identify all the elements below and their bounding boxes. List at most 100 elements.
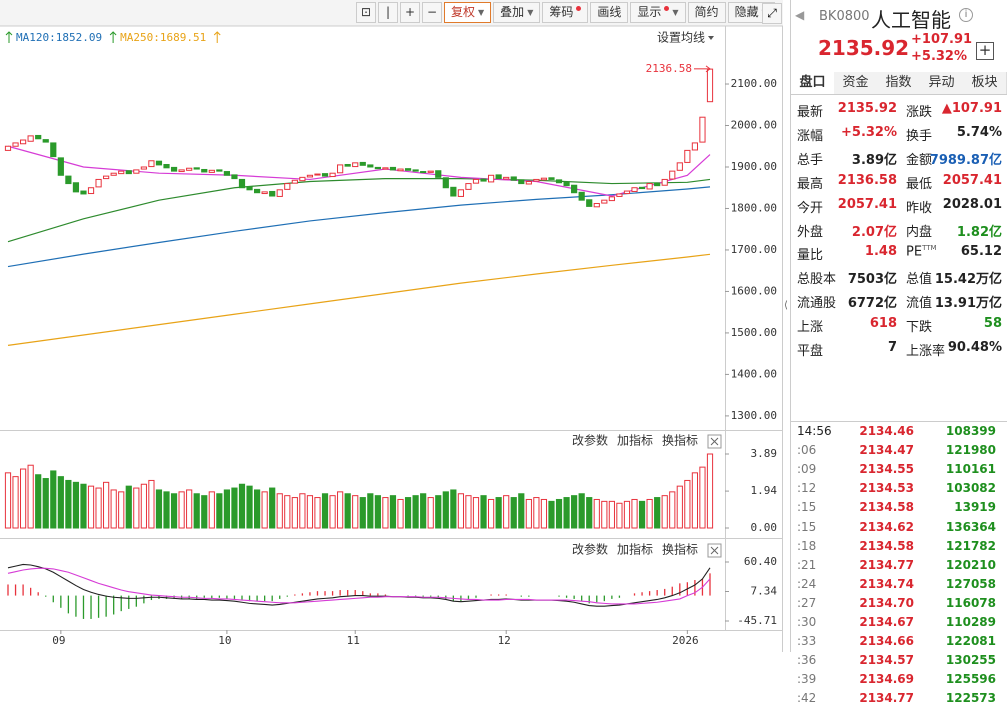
tick-price: 2134.69 — [859, 672, 914, 687]
stat-label: 昨收 — [906, 200, 933, 216]
stat-label: 下跌 — [906, 320, 933, 336]
stat-value: 2136.58 — [837, 172, 897, 188]
zoom-in-button[interactable]: + — [400, 2, 420, 23]
volume-bar — [110, 489, 117, 529]
candle-body — [382, 167, 389, 170]
candle-body — [684, 149, 691, 163]
candle-body — [646, 183, 653, 190]
toolbar-button[interactable]: 简约 — [687, 2, 726, 23]
candle-body — [118, 170, 125, 175]
candle-body — [480, 178, 487, 182]
candle-body — [472, 178, 480, 184]
info-icon[interactable]: i — [959, 8, 973, 22]
legend-arrow — [109, 31, 117, 43]
panel-button[interactable]: 换指标 — [662, 433, 698, 448]
panel-button[interactable]: 加指标 — [617, 542, 653, 557]
candle-body — [95, 178, 102, 188]
tick-time: :15 — [797, 519, 817, 534]
kline-chart: 设置均线 1300.00 1400.00 1500.00 1600.00 1700.00… — [0, 0, 783, 652]
stat-value: 90.48% — [947, 340, 1002, 355]
button-label: 画线 — [597, 5, 622, 19]
volume-bar — [382, 497, 389, 529]
candle-body — [72, 182, 80, 193]
candle-body — [140, 166, 147, 170]
candle-body — [291, 179, 298, 184]
tab[interactable]: 指数 — [877, 72, 921, 94]
candle-body — [269, 190, 276, 197]
panel-button[interactable]: 改参数 — [572, 542, 608, 557]
tick-price: 2134.74 — [859, 576, 914, 591]
y-tick-label: 1900.00 — [731, 160, 777, 173]
tick-time: :27 — [797, 595, 817, 610]
tick-volume: 116078 — [945, 595, 996, 610]
stat-value: 2.07亿 — [851, 224, 897, 240]
lock-button[interactable]: ⊡ — [356, 2, 376, 23]
candle-body — [216, 169, 223, 172]
toolbar-button[interactable]: 筹码 — [542, 2, 589, 23]
macd-line — [7, 563, 711, 607]
panel-arrow[interactable]: ◀ — [795, 8, 805, 22]
panel-button[interactable]: 改参数 — [572, 433, 608, 448]
tick-volume: 110161 — [945, 462, 996, 477]
toolbar-button[interactable]: 显示 ▼ — [630, 2, 686, 23]
volume-bar — [691, 472, 699, 529]
volume-bar — [389, 495, 397, 529]
tab[interactable]: 资金 — [834, 72, 878, 94]
fullscreen-button[interactable]: ⤢ — [762, 3, 782, 24]
candle-body — [593, 202, 600, 208]
volume-bar — [216, 493, 223, 529]
y-tick-label: 1500.00 — [731, 326, 777, 339]
panel-button[interactable]: 换指标 — [662, 542, 698, 557]
panel-button[interactable]: 加指标 — [617, 433, 653, 448]
toolbar-button[interactable]: 叠加 ▼ — [493, 2, 541, 23]
candle-body — [27, 135, 34, 142]
ma-setting[interactable]: 设置均线 — [657, 31, 705, 45]
last-price: 2135.92 — [818, 36, 910, 60]
price-change: +107.91 — [911, 32, 973, 47]
add-button[interactable]: + — [976, 42, 994, 60]
candle-body — [178, 169, 185, 173]
stat-value: 15.42万亿 — [934, 272, 1002, 288]
caret: ▼ — [478, 8, 485, 17]
x-tick-label: 11 — [347, 634, 360, 647]
volume-bar — [193, 493, 200, 529]
volume-bar — [284, 495, 291, 529]
volume-bar — [608, 500, 615, 529]
zoom-out-button[interactable]: − — [422, 2, 442, 23]
candle-body — [284, 183, 291, 190]
candle-body — [404, 168, 412, 171]
stat-value: 3.89亿 — [851, 152, 897, 168]
candle-body — [571, 184, 578, 194]
candle-body — [442, 177, 449, 189]
tick-price: 2134.55 — [859, 462, 914, 477]
candle-body — [87, 187, 95, 195]
stat-value: 5.74% — [956, 124, 1002, 140]
volume-bar — [208, 491, 215, 529]
stat-value: 618 — [869, 316, 897, 332]
tab[interactable]: 板块 — [963, 72, 1007, 94]
tab[interactable]: 异动 — [920, 72, 964, 94]
volume-bar — [321, 493, 329, 529]
tab[interactable]: 盘口 — [791, 72, 835, 94]
candle-body — [495, 174, 502, 180]
stat-label: 总值 — [906, 272, 933, 288]
volume-bar — [95, 487, 102, 529]
y-tick-label: 1400.00 — [731, 367, 777, 380]
toolbar-button[interactable]: 画线 — [590, 2, 629, 23]
volume-bar — [178, 491, 185, 529]
toolbar-button[interactable]: 复权 ▼ — [444, 2, 492, 23]
y-tick-label: -45.71 — [737, 614, 777, 627]
close-icon — [710, 546, 719, 555]
stat-value: ▲107.91 — [941, 101, 1002, 116]
candle-body — [276, 189, 283, 197]
volume-bar — [661, 495, 668, 529]
stat-label: 最新 — [797, 105, 824, 120]
collapse-arrow[interactable]: ⟨ — [784, 300, 788, 311]
candle-body — [42, 139, 49, 143]
stock-code: BK0800 — [819, 9, 870, 24]
stat-label: 流值 — [906, 296, 933, 312]
candle-body — [246, 186, 253, 191]
candle-body — [450, 186, 457, 197]
candle-body — [186, 167, 193, 171]
split-button[interactable]: | — [378, 2, 398, 23]
